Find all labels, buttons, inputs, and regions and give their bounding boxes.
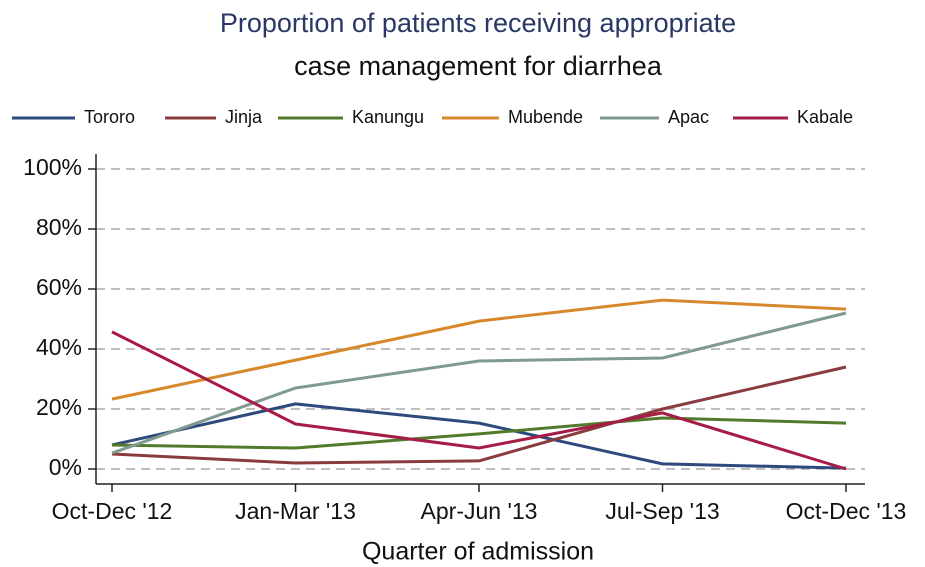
x-tick-label: Oct-Dec '12	[52, 498, 173, 524]
y-tick-label: 40%	[36, 334, 82, 360]
y-tick-label: 0%	[49, 454, 82, 480]
legend-label: Kanungu	[352, 107, 424, 127]
y-tick-label: 80%	[36, 214, 82, 240]
y-tick-label: 60%	[36, 274, 82, 300]
series-line	[111, 311, 847, 455]
x-tick-label: Jul-Sep '13	[605, 498, 719, 524]
chart-title: Proportion of patients receiving appropr…	[220, 8, 736, 38]
legend-label: Mubende	[508, 107, 583, 127]
x-axis-label: Quarter of admission	[362, 538, 594, 566]
legend-label: Tororo	[84, 107, 135, 127]
series-line	[111, 402, 847, 470]
series-line	[111, 298, 847, 401]
x-tick-label: Jan-Mar '13	[235, 498, 356, 524]
y-tick-label: 100%	[23, 154, 82, 180]
legend-label: Jinja	[225, 107, 263, 127]
series-line	[111, 365, 847, 465]
series-line	[111, 416, 847, 450]
series-line	[111, 330, 847, 471]
y-tick-label: 20%	[36, 394, 82, 420]
x-tick-label: Apr-Jun '13	[421, 498, 538, 524]
x-tick-label: Oct-Dec '13	[786, 498, 907, 524]
legend-label: Apac	[668, 107, 709, 127]
legend-label: Kabale	[797, 107, 853, 127]
chart-title: case management for diarrhea	[294, 51, 663, 81]
